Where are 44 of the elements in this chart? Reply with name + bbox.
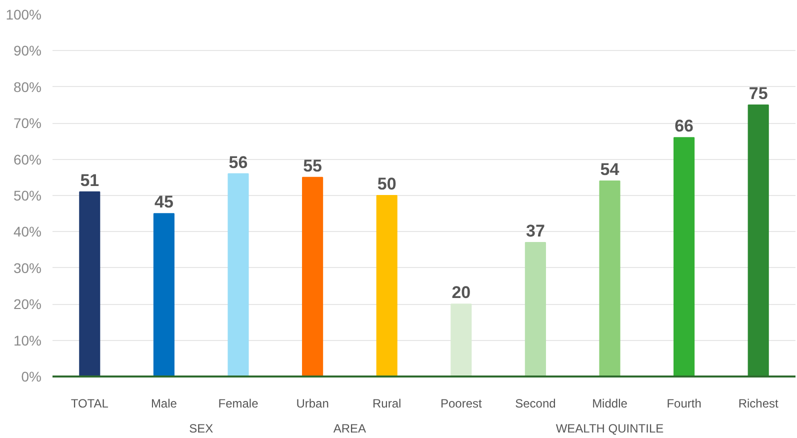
bar — [79, 191, 100, 376]
y-tick-label: 70% — [13, 115, 42, 132]
y-tick-label: 10% — [13, 332, 42, 348]
data-label: 75 — [748, 84, 768, 103]
bar — [228, 173, 249, 376]
bar — [376, 195, 398, 376]
x-tick-label: Urban — [296, 396, 329, 410]
data-label: 45 — [154, 192, 174, 212]
text: AREA — [333, 422, 366, 436]
data-label: 50 — [377, 174, 396, 194]
y-tick-label: 30% — [13, 260, 42, 276]
x-tick-label: TOTAL — [70, 396, 109, 410]
y-tick-label: 0% — [21, 368, 42, 384]
x-tick-label: Poorest — [440, 396, 482, 410]
bar — [748, 104, 769, 376]
y-tick-label: 80% — [13, 78, 42, 95]
data-label: 20 — [452, 283, 471, 302]
x-tick-label: Rural — [372, 396, 402, 410]
data-label: 37 — [526, 222, 545, 241]
text: SEX — [189, 422, 214, 436]
bar — [599, 180, 620, 376]
x-tick-label: Second — [515, 396, 556, 410]
y-tick-label: 90% — [13, 42, 42, 59]
bar — [153, 213, 174, 376]
data-label: 51 — [80, 170, 100, 190]
data-label: 54 — [600, 160, 620, 180]
bar — [524, 242, 546, 376]
data-label: 55 — [303, 156, 322, 176]
x-tick-label: Female — [218, 396, 259, 410]
y-tick-label: 60% — [13, 151, 42, 168]
x-tick-label: Richest — [738, 396, 780, 410]
bar — [450, 304, 472, 376]
data-label: 56 — [228, 152, 248, 172]
bar — [302, 176, 324, 376]
y-tick-label: 20% — [13, 296, 42, 312]
y-tick-label: 100% — [6, 6, 42, 22]
x-tick-label: Fourth — [666, 396, 702, 410]
y-tick-label: 50% — [13, 188, 42, 204]
data-label: 66 — [674, 116, 694, 136]
y-tick-label: 40% — [13, 224, 42, 240]
bar — [674, 137, 695, 376]
x-tick-label: Male — [150, 396, 178, 410]
text: WEALTH QUINTILE — [556, 422, 664, 436]
x-tick-label: Middle — [592, 396, 628, 410]
